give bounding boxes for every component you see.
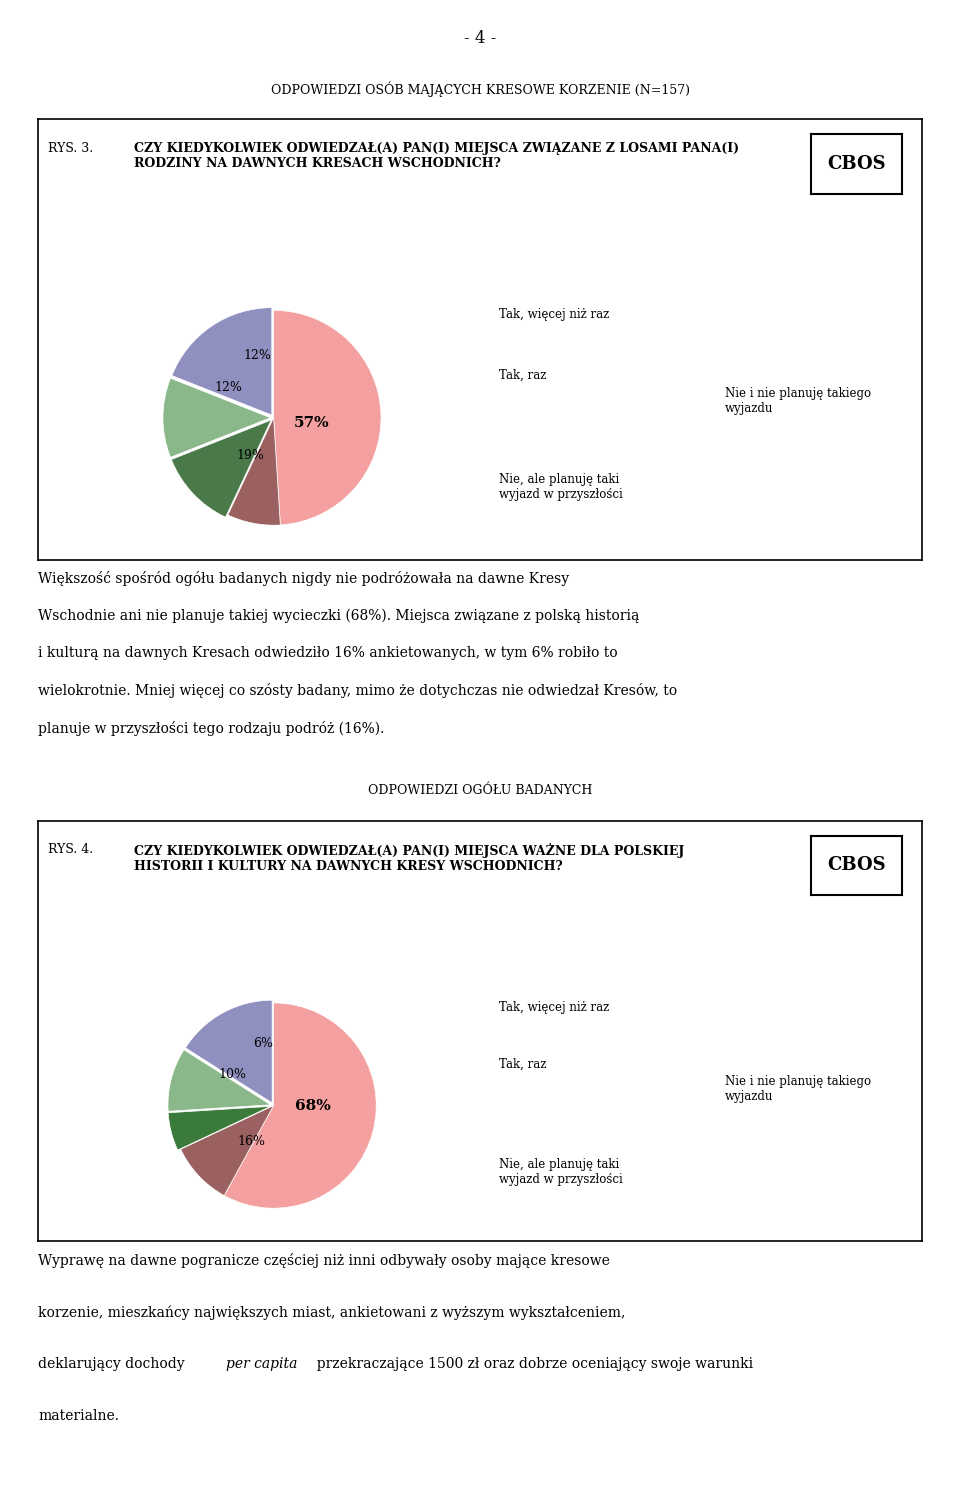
Text: Tak, więcej niż raz: Tak, więcej niż raz	[499, 309, 610, 321]
Wedge shape	[180, 1106, 274, 1195]
Text: CZY KIEDYKOLWIEK ODWIEDZAŁ(A) PAN(I) MIEJSCA WAŻNE DLA POLSKIEJ
HISTORII I KULTU: CZY KIEDYKOLWIEK ODWIEDZAŁ(A) PAN(I) MIE…	[134, 843, 684, 873]
Text: RYS. 3.: RYS. 3.	[48, 142, 93, 155]
Text: Wyprawę na dawne pogranicze częściej niż inni odbywały osoby mające kresowe: Wyprawę na dawne pogranicze częściej niż…	[38, 1253, 611, 1268]
Wedge shape	[185, 1000, 272, 1103]
Text: 57%: 57%	[294, 416, 329, 430]
Wedge shape	[172, 419, 272, 518]
Wedge shape	[163, 377, 271, 458]
Wedge shape	[274, 310, 381, 525]
Wedge shape	[224, 1003, 376, 1209]
Text: 19%: 19%	[236, 449, 264, 463]
Wedge shape	[228, 418, 280, 525]
Text: korzenie, mieszkańcy największych miast, ankietowani z wyższym wykształceniem,: korzenie, mieszkańcy największych miast,…	[38, 1306, 626, 1319]
Text: materialne.: materialne.	[38, 1408, 119, 1423]
Text: Tak, raz: Tak, raz	[499, 1058, 546, 1071]
Text: ODPOWIEDZI OSÓB MAJĄCYCH KRESOWE KORZENIE (N=157): ODPOWIEDZI OSÓB MAJĄCYCH KRESOWE KORZENI…	[271, 82, 689, 97]
Wedge shape	[168, 1050, 271, 1112]
Text: 6%: 6%	[253, 1037, 274, 1050]
Text: 10%: 10%	[219, 1068, 247, 1082]
Text: Nie, ale planuję taki
wyjazd w przyszłości: Nie, ale planuję taki wyjazd w przyszłoś…	[499, 1158, 623, 1186]
Text: Nie, ale planuję taki
wyjazd w przyszłości: Nie, ale planuję taki wyjazd w przyszłoś…	[499, 473, 623, 501]
Text: 12%: 12%	[244, 349, 272, 363]
Text: per capita: per capita	[226, 1358, 297, 1371]
Text: przekraczające 1500 zł oraz dobrze oceniający swoje warunki: przekraczające 1500 zł oraz dobrze oceni…	[308, 1358, 753, 1371]
Text: deklarujący dochody: deklarujący dochody	[38, 1358, 189, 1371]
Text: Wschodnie ani nie planuje takiej wycieczki (68%). Miejsca związane z polską hist: Wschodnie ani nie planuje takiej wyciecz…	[38, 609, 639, 624]
Text: 68%: 68%	[295, 1098, 330, 1113]
Text: i kulturą na dawnych Kresach odwiedziło 16% ankietowanych, w tym 6% robiło to: i kulturą na dawnych Kresach odwiedziło …	[38, 646, 618, 659]
Text: 12%: 12%	[214, 380, 243, 394]
Text: CZY KIEDYKOLWIEK ODWIEDZAŁ(A) PAN(I) MIEJSCA ZWIĄZANE Z LOSAMI PANA(I)
RODZINY N: CZY KIEDYKOLWIEK ODWIEDZAŁ(A) PAN(I) MIE…	[134, 142, 739, 170]
Text: ODPOWIEDZI OGÓŁU BADANYCH: ODPOWIEDZI OGÓŁU BADANYCH	[368, 785, 592, 797]
Text: Nie i nie planuję takiego
wyjazdu: Nie i nie planuję takiego wyjazdu	[725, 386, 871, 415]
Text: Tak, raz: Tak, raz	[499, 369, 546, 382]
Wedge shape	[172, 307, 272, 415]
Text: Nie i nie planuję takiego
wyjazdu: Nie i nie planuję takiego wyjazdu	[725, 1076, 871, 1104]
Text: - 4 -: - 4 -	[464, 30, 496, 48]
Text: CBOS: CBOS	[828, 856, 886, 874]
Text: CBOS: CBOS	[828, 155, 886, 173]
Text: 16%: 16%	[237, 1135, 265, 1147]
Text: Tak, więcej niż raz: Tak, więcej niż raz	[499, 1001, 610, 1013]
Text: planuje w przyszłości tego rodzaju podróż (16%).: planuje w przyszłości tego rodzaju podró…	[38, 721, 385, 736]
Text: Większość spośród ogółu badanych nigdy nie podróżowała na dawne Kresy: Większość spośród ogółu badanych nigdy n…	[38, 571, 569, 586]
Wedge shape	[168, 1107, 271, 1150]
Text: RYS. 4.: RYS. 4.	[48, 843, 93, 856]
Text: wielokrotnie. Mniej więcej co szósty badany, mimo że dotychczas nie odwiedzał Kr: wielokrotnie. Mniej więcej co szósty bad…	[38, 683, 678, 698]
